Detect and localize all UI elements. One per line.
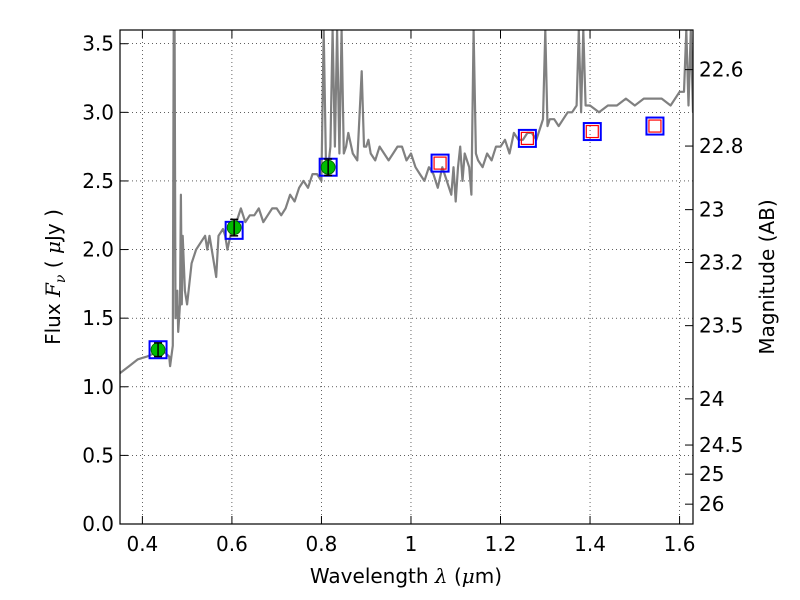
y2-tick-label: 23.2 xyxy=(699,251,744,275)
x-tick-label: 1.6 xyxy=(664,532,696,556)
x-tick-label: 0.8 xyxy=(306,532,338,556)
y-tick-label: 0.5 xyxy=(82,443,114,467)
x-tick-label: 1 xyxy=(405,532,418,556)
x-tick-label: 0.6 xyxy=(216,532,248,556)
x-tick-label: 1.4 xyxy=(574,532,606,556)
upper-limit-point xyxy=(520,131,534,146)
y-tick-label: 0.0 xyxy=(82,512,114,536)
y-axis-label: Flux Fν ( μJy ) xyxy=(41,209,69,345)
model-photometry-point xyxy=(517,128,537,148)
spectrum-line xyxy=(120,30,693,374)
y2-tick-label: 22.8 xyxy=(699,134,744,158)
x-axis-label: Wavelength λ (μm) xyxy=(310,564,502,588)
y-tick-label: 2.0 xyxy=(82,238,114,262)
y2-tick-label: 24.5 xyxy=(699,433,744,457)
x-axis-ticks: 0.4 0.6 0.8 1 1.2 1.4 1.6 xyxy=(126,30,695,556)
y2-axis-label: Magnitude (AB) xyxy=(755,199,779,354)
upper-limit-point xyxy=(648,119,662,133)
y-tick-label: 3.0 xyxy=(82,100,114,124)
model-photometry-point xyxy=(645,116,665,136)
x-tick-label: 0.4 xyxy=(126,532,158,556)
model-photometry-point xyxy=(430,153,450,173)
model-photometry-point xyxy=(148,340,168,360)
y-tick-label: 1.0 xyxy=(82,375,114,399)
y-axis-ticks: 0.0 0.5 1.0 1.5 2.0 2.5 3.0 3.5 xyxy=(82,32,128,536)
upper-limit-point xyxy=(585,124,599,139)
y2-axis-ticks: 22.6 22.8 23 23.2 23.5 24 24.5 25 26 xyxy=(685,58,744,516)
y-tick-label: 2.5 xyxy=(82,169,114,193)
plot-frame xyxy=(119,29,694,525)
x-tick-label: 1.2 xyxy=(485,532,517,556)
spectrum-layer xyxy=(120,30,693,374)
y2-tick-label: 23 xyxy=(699,198,724,222)
y2-tick-label: 24 xyxy=(699,387,724,411)
y2-tick-label: 26 xyxy=(699,492,724,516)
y-tick-label: 3.5 xyxy=(82,32,114,56)
y-tick-label: 1.5 xyxy=(82,306,114,330)
y2-tick-label: 22.6 xyxy=(699,58,744,82)
y2-tick-label: 25 xyxy=(699,462,724,486)
y2-tick-label: 23.5 xyxy=(699,314,744,338)
model-photometry-point xyxy=(582,122,602,142)
marker-layer xyxy=(148,116,665,360)
upper-limit-point xyxy=(433,156,447,170)
